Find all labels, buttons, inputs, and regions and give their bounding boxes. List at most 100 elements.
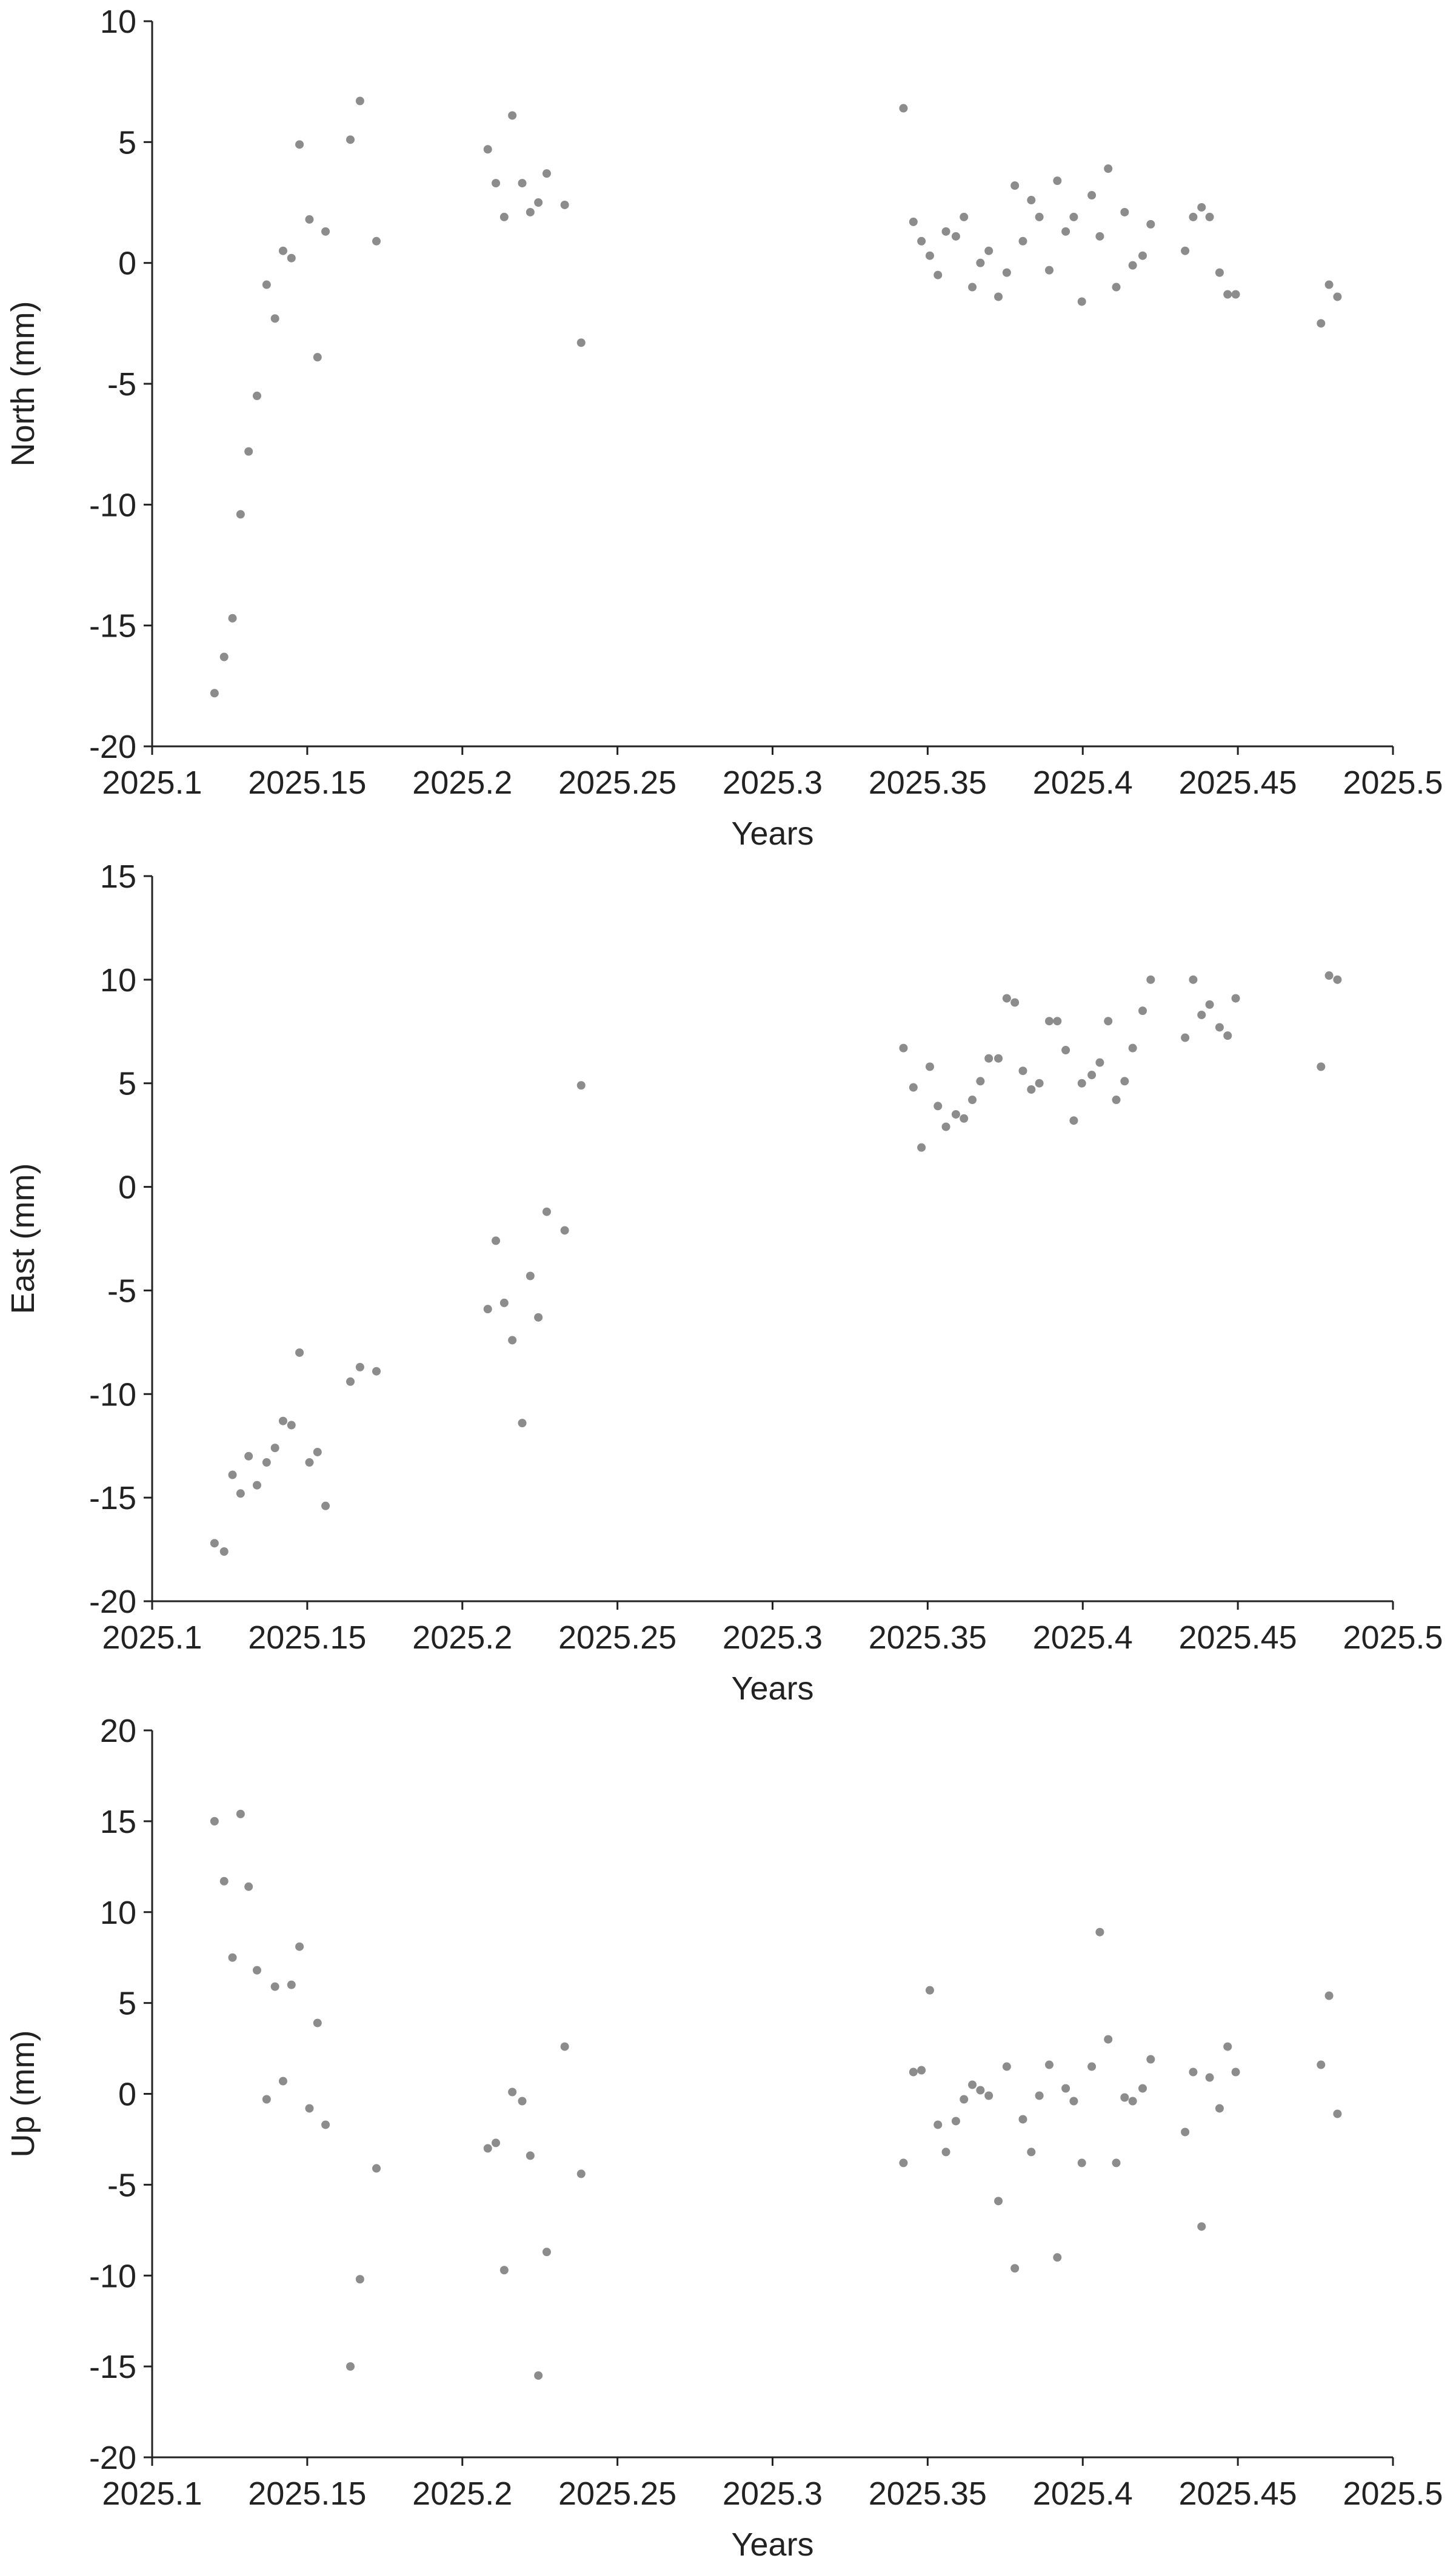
point [968, 283, 977, 292]
point [1197, 203, 1206, 212]
x-tick-label: 2025.1 [102, 765, 202, 801]
x-tick-label: 2025.15 [248, 2476, 366, 2512]
point [899, 104, 908, 113]
point [534, 198, 543, 207]
x-tick-label: 2025.5 [1343, 1619, 1443, 1656]
point [1317, 319, 1326, 328]
point [313, 1447, 322, 1456]
point [1120, 2093, 1129, 2102]
point [1324, 280, 1334, 289]
point [499, 1298, 509, 1307]
point [236, 1489, 245, 1498]
point [1027, 2148, 1036, 2157]
point [1215, 268, 1224, 277]
point [287, 253, 296, 263]
point [508, 1336, 517, 1345]
x-tick-label: 2025.25 [558, 1619, 676, 1656]
point [1044, 1017, 1054, 1026]
x-tick-label: 2025.5 [1343, 2476, 1443, 2512]
point [526, 2151, 535, 2160]
y-tick-label: 10 [100, 1895, 136, 1931]
point [576, 2169, 586, 2178]
point [508, 111, 517, 120]
point [542, 1207, 551, 1216]
point [1104, 164, 1113, 173]
y-tick-label: -10 [89, 487, 136, 523]
point [976, 2086, 985, 2095]
point [287, 1980, 296, 1989]
point [984, 2091, 993, 2100]
point [933, 270, 943, 280]
point [1189, 975, 1198, 984]
point [252, 391, 261, 400]
point [534, 2371, 543, 2380]
point [917, 2066, 926, 2075]
point [492, 1236, 501, 1245]
point [951, 232, 960, 241]
point [1053, 2253, 1062, 2262]
point [925, 1062, 934, 1071]
point [321, 227, 330, 236]
point [1002, 268, 1011, 277]
y-tick-label: 10 [100, 4, 136, 40]
point [492, 2138, 501, 2148]
point [1128, 261, 1137, 270]
point [984, 1054, 993, 1063]
point [1053, 1017, 1062, 1026]
point [984, 246, 993, 255]
point [1333, 292, 1342, 301]
y-tick-label: 5 [118, 124, 136, 161]
point [917, 1143, 926, 1152]
point [941, 227, 950, 236]
x-tick-label: 2025.2 [412, 2476, 512, 2512]
point [542, 2248, 551, 2257]
point [917, 236, 926, 246]
point [244, 1451, 253, 1461]
point [492, 179, 501, 188]
point [1077, 2158, 1086, 2168]
point [219, 1547, 229, 1556]
x-axis-label: Years [731, 1670, 813, 1707]
point [295, 1942, 304, 1951]
point [1223, 290, 1232, 299]
y-tick-label: 10 [100, 962, 136, 999]
point [1205, 1000, 1214, 1009]
point [925, 1986, 934, 1995]
point [560, 200, 569, 209]
point [1189, 2067, 1198, 2077]
point [228, 1953, 237, 1962]
point [252, 1966, 261, 1975]
point [346, 135, 355, 144]
y-axis-label: East (mm) [5, 1163, 41, 1314]
point [1138, 251, 1147, 260]
point [560, 2042, 569, 2051]
y-tick-label: -15 [89, 608, 136, 644]
point [499, 212, 509, 221]
point [1010, 998, 1020, 1007]
x-tick-label: 2025.4 [1033, 1619, 1133, 1656]
point [968, 1096, 977, 1105]
point [976, 1077, 985, 1086]
point [1138, 2084, 1147, 2093]
point [968, 2080, 977, 2089]
point [346, 2362, 355, 2371]
x-tick-label: 2025.4 [1033, 765, 1133, 801]
point [372, 1367, 381, 1376]
point [1112, 2158, 1121, 2168]
point [355, 1362, 364, 1371]
point [228, 1470, 237, 1479]
point [262, 2095, 271, 2104]
y-tick-label: 0 [118, 246, 136, 282]
point [228, 614, 237, 623]
point [1104, 2035, 1113, 2044]
point [1002, 994, 1011, 1003]
x-tick-label: 2025.35 [869, 1619, 987, 1656]
x-tick-label: 2025.45 [1179, 2476, 1297, 2512]
x-tick-label: 2025.25 [558, 2476, 676, 2512]
point [210, 1539, 219, 1548]
point [210, 1816, 219, 1826]
y-tick-label: -5 [107, 366, 136, 403]
point [1069, 212, 1078, 221]
point [295, 1348, 304, 1357]
y-tick-label: -15 [89, 2349, 136, 2385]
